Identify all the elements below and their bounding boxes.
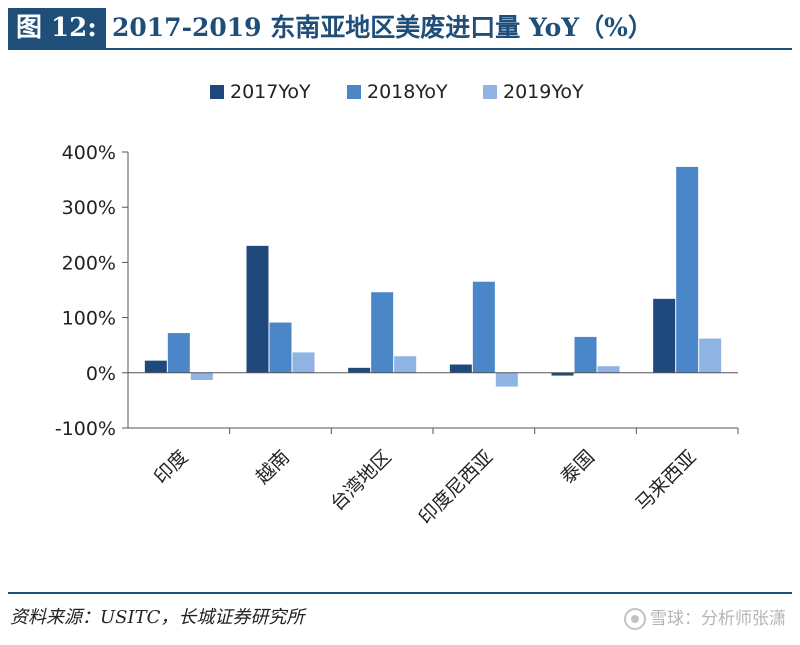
bar bbox=[190, 372, 213, 380]
watermark: 雪球：分析师张潇 bbox=[624, 604, 786, 630]
x-tick-label: 台湾地区 bbox=[326, 446, 395, 515]
watermark-text: 雪球：分析师张潇 bbox=[650, 609, 786, 629]
bar bbox=[167, 333, 190, 373]
legend-label: 2018YoY bbox=[367, 81, 448, 103]
y-tick-label: 100% bbox=[62, 308, 116, 330]
bar bbox=[597, 366, 620, 373]
bar bbox=[676, 166, 699, 373]
legend-swatch bbox=[347, 85, 361, 99]
y-tick-label: 200% bbox=[62, 252, 116, 274]
bar bbox=[269, 322, 292, 373]
bar bbox=[551, 372, 574, 376]
y-tick-label: 300% bbox=[62, 197, 116, 219]
footer-divider bbox=[8, 592, 792, 594]
bar bbox=[699, 338, 722, 373]
y-tick-label: 400% bbox=[62, 142, 116, 164]
x-tick-label: 印度尼西亚 bbox=[415, 446, 498, 529]
bar bbox=[292, 352, 315, 373]
snowball-logo-icon bbox=[624, 608, 646, 630]
x-tick-label: 泰国 bbox=[557, 446, 599, 488]
bar bbox=[394, 356, 417, 373]
source-note: 资料来源：USITC，长城证券研究所 bbox=[10, 607, 305, 628]
bar bbox=[449, 364, 472, 373]
figure-label: 图 12: bbox=[8, 8, 106, 48]
bar-series bbox=[144, 166, 722, 387]
bar bbox=[144, 360, 167, 373]
header-divider bbox=[8, 48, 792, 50]
figure-title: 2017-2019 东南亚地区美废进口量 YoY（%） bbox=[112, 13, 653, 42]
chart-legend: 2017YoY 2018YoY 2019YoY bbox=[210, 81, 584, 103]
y-tick-label: -100% bbox=[55, 418, 116, 440]
bar-chart: 2017YoY 2018YoY 2019YoY -100% 0% 100% 200% 300… bbox=[55, 81, 739, 529]
legend-swatch bbox=[210, 85, 224, 99]
bar bbox=[348, 367, 371, 373]
bar bbox=[472, 281, 495, 373]
bar bbox=[653, 298, 676, 373]
legend-swatch bbox=[483, 85, 497, 99]
legend-label: 2019YoY bbox=[503, 81, 584, 103]
x-tick-label: 印度 bbox=[150, 446, 192, 488]
bar bbox=[495, 372, 518, 387]
bar bbox=[574, 336, 597, 373]
bar bbox=[371, 292, 394, 373]
x-tick-label: 越南 bbox=[252, 446, 294, 488]
legend-label: 2017YoY bbox=[230, 81, 311, 103]
bar bbox=[246, 245, 269, 373]
figure-header: 图 12: 2017-2019 东南亚地区美废进口量 YoY（%） bbox=[0, 8, 800, 50]
x-axis: 印度 越南 台湾地区 印度尼西亚 泰国 马来西亚 bbox=[128, 372, 739, 529]
x-tick-label: 马来西亚 bbox=[631, 446, 700, 515]
y-tick-label: 0% bbox=[86, 363, 116, 385]
y-axis: -100% 0% 100% 200% 300% 400% bbox=[55, 142, 129, 440]
